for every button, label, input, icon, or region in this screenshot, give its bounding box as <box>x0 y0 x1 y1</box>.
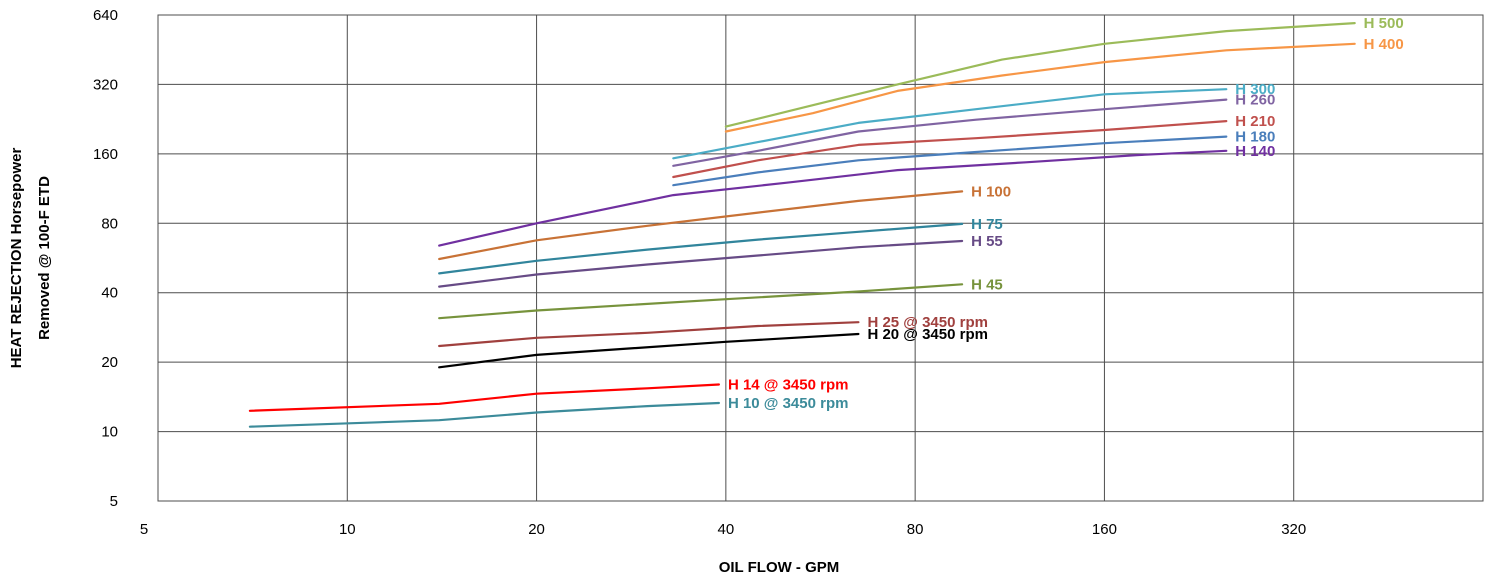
x-tick-label: 80 <box>907 521 924 538</box>
y-tick-label: 10 <box>101 424 118 441</box>
series-line <box>438 149 1228 247</box>
series-label: H 140 <box>1235 143 1275 160</box>
series-line <box>438 321 860 348</box>
series-label: H 210 <box>1235 113 1275 130</box>
x-tick-label: 20 <box>528 521 545 538</box>
series-label: H 20 @ 3450 rpm <box>867 326 988 343</box>
x-tick-labels: 5 10 20 40 80 160 320 <box>140 521 1306 538</box>
y-tick-label: 160 <box>93 146 118 163</box>
y-tick-label: 40 <box>101 285 118 302</box>
series-line <box>438 332 860 369</box>
series-line <box>248 383 721 412</box>
plot-frame <box>157 14 1484 502</box>
series-label: H 400 <box>1364 36 1404 53</box>
series-label: H 10 @ 3450 rpm <box>728 395 849 412</box>
series-line <box>724 42 1356 133</box>
series-lines <box>248 22 1356 428</box>
series-line <box>248 401 721 428</box>
y-axis-title: HEAT REJECTION Horsepower Removed @ 100-… <box>8 148 53 369</box>
series-label: H 100 <box>971 183 1011 200</box>
series-line <box>672 98 1228 167</box>
series-line <box>438 239 964 288</box>
series-line <box>438 190 964 261</box>
y-tick-label: 80 <box>101 215 118 232</box>
series-line <box>438 283 964 320</box>
x-tick-label: 10 <box>339 521 356 538</box>
y-tick-labels: 5 10 20 40 80 160 320 640 <box>93 7 118 510</box>
series-line <box>672 135 1228 187</box>
series-line <box>724 22 1356 128</box>
series-labels: H 10 @ 3450 rpm H 14 @ 3450 rpm H 20 @ 345… <box>728 15 1404 412</box>
x-tick-label: 160 <box>1092 521 1117 538</box>
series-label: H 75 <box>971 216 1003 233</box>
y-tick-label: 20 <box>101 354 118 371</box>
x-tick-label: 320 <box>1281 521 1306 538</box>
series-label: H 45 <box>971 276 1003 293</box>
y-axis-title-line-1: HEAT REJECTION Horsepower <box>8 148 25 369</box>
y-tick-label: 640 <box>93 7 118 24</box>
series-label: H 55 <box>971 233 1003 250</box>
series-line <box>672 88 1228 160</box>
series-line <box>672 119 1228 179</box>
series-label: H 14 @ 3450 rpm <box>728 376 849 393</box>
series-line <box>438 222 964 275</box>
y-tick-label: 320 <box>93 76 118 93</box>
grid-lines <box>158 15 1483 501</box>
series-label: H 25 @ 3450 rpm <box>867 314 988 331</box>
series-label: H 260 <box>1235 92 1275 109</box>
y-axis-title-line-2: Removed @ 100-F ETD <box>36 176 53 340</box>
series-label: H 500 <box>1364 15 1404 32</box>
x-tick-label: 5 <box>140 521 148 538</box>
x-tick-label: 40 <box>718 521 735 538</box>
series-label: H 180 <box>1235 129 1275 146</box>
y-tick-label: 5 <box>110 493 118 510</box>
x-axis-title: OIL FLOW - GPM <box>719 559 840 576</box>
series-label: H 300 <box>1235 81 1275 98</box>
